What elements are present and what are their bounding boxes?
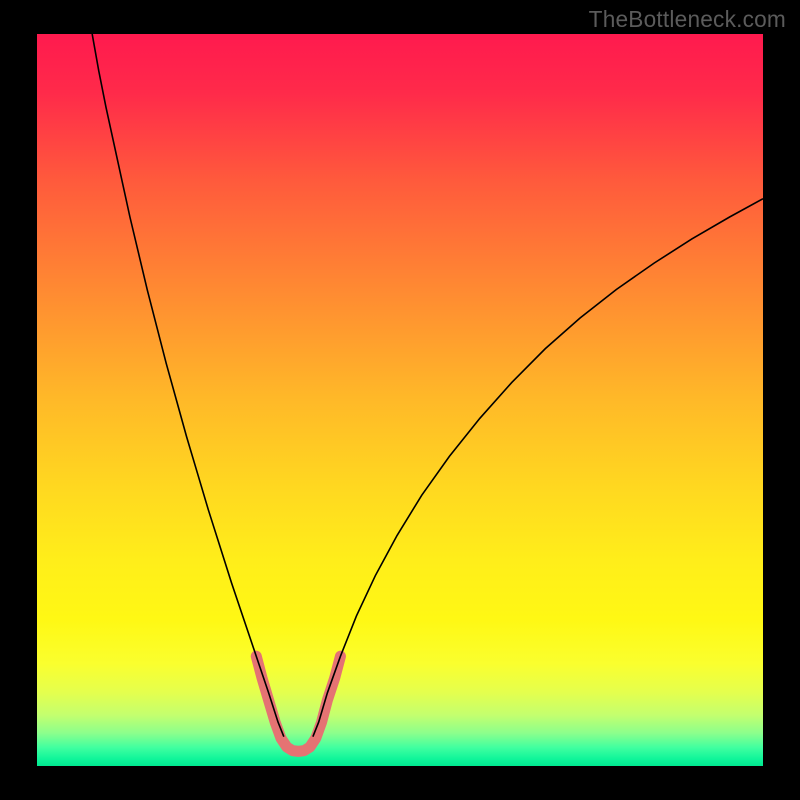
gradient-background (37, 34, 763, 766)
chart-frame: TheBottleneck.com (0, 0, 800, 800)
watermark-text: TheBottleneck.com (589, 6, 786, 33)
bottleneck-plot (0, 0, 800, 800)
